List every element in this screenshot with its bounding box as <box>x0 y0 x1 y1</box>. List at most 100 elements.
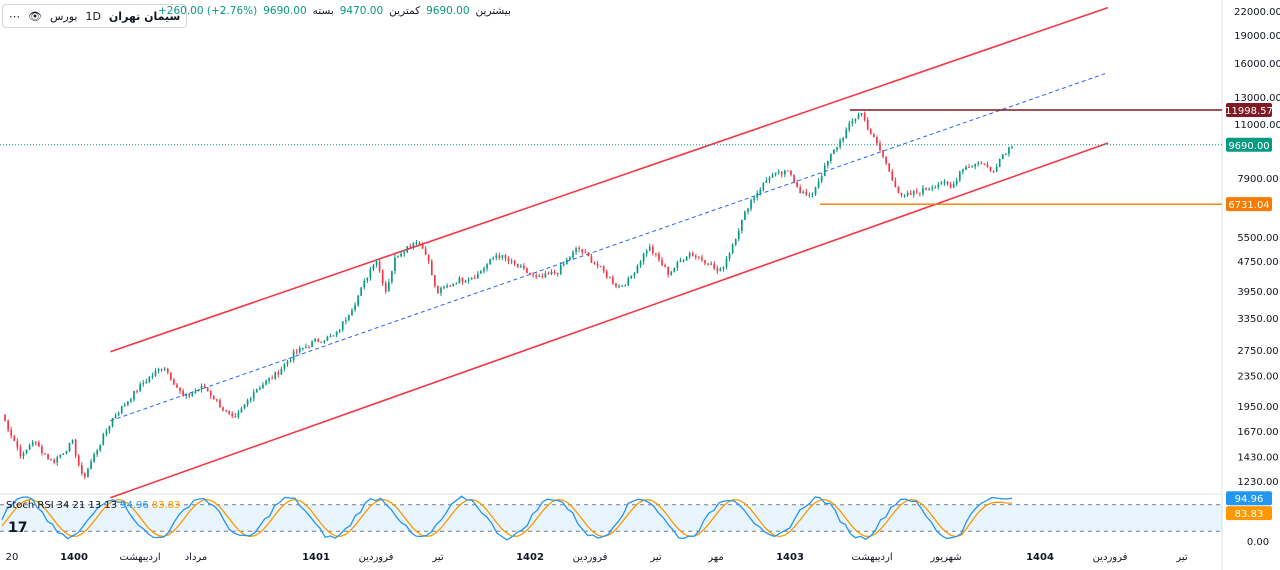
candle-body <box>151 375 154 378</box>
candle-body <box>532 274 534 276</box>
candle-body <box>37 442 40 447</box>
candle-body <box>492 257 495 259</box>
candle-body <box>661 259 663 266</box>
candle-body <box>87 468 89 477</box>
candle-body <box>243 404 246 409</box>
candle-body <box>77 455 80 466</box>
y-tick-label: 16000.00 <box>1234 59 1280 70</box>
candle-body <box>446 285 448 288</box>
y-tick-label: 1430.00 <box>1237 453 1278 464</box>
candle-body <box>787 170 789 172</box>
candle-body <box>71 439 74 443</box>
candle-body <box>578 248 580 250</box>
candle-body <box>424 248 427 255</box>
candle-body <box>154 370 157 376</box>
candle-body <box>486 264 488 269</box>
y-tick-label: 3350.00 <box>1237 314 1278 325</box>
candle-body <box>783 170 786 175</box>
x-tick-label: تیر <box>649 552 662 563</box>
candle-body <box>925 187 927 190</box>
symbol-name[interactable]: سیمان تهران <box>108 9 181 23</box>
y-tick-label: 5500.00 <box>1237 233 1278 244</box>
candle-body <box>476 273 479 279</box>
candle-body <box>351 310 353 316</box>
candle-body <box>550 271 553 275</box>
candle-body <box>673 268 676 272</box>
candle-body <box>483 268 485 272</box>
y-tick-label: 1230.00 <box>1237 477 1278 488</box>
candle-body <box>473 277 476 279</box>
candle-body <box>68 442 71 452</box>
symbol-legend[interactable]: ⋯ 👁 بورس 1D سیمان تهران <box>2 4 188 28</box>
stoch-rsi-legend[interactable]: Stoch RSI 34 21 13 13 94.96 83.83 <box>6 500 180 511</box>
candle-body <box>222 407 224 411</box>
close-value: 9690.00 <box>263 5 307 17</box>
candle-body <box>685 256 688 261</box>
candle-body <box>127 401 129 405</box>
candle-body <box>384 283 387 292</box>
last-price-badge-bg <box>1226 137 1272 152</box>
candle-body <box>160 368 163 370</box>
ohlc-readout: بیشترین 9690.00 کمترین 9470.00 بسته 9690… <box>158 5 511 17</box>
candle-body <box>96 450 99 455</box>
candle-body <box>544 273 547 277</box>
eye-icon[interactable]: 👁 <box>28 9 42 23</box>
candle-body <box>397 256 399 258</box>
candle-body <box>897 187 900 193</box>
candle-body <box>323 340 326 343</box>
candle-body <box>971 166 973 168</box>
candle-body <box>369 269 372 278</box>
candle-body <box>848 123 851 130</box>
candle-body <box>231 413 234 417</box>
candle-body <box>219 400 221 408</box>
candle-body <box>308 346 310 348</box>
candle-body <box>922 187 924 194</box>
candle-body <box>566 259 568 264</box>
interval-label[interactable]: 1D <box>85 9 101 23</box>
candle-body <box>823 165 826 177</box>
candle-body <box>538 276 541 278</box>
x-tick-label: شهریور <box>929 552 961 563</box>
candle-body <box>802 191 805 194</box>
candle-body <box>777 171 780 173</box>
candle-body <box>968 166 970 168</box>
candle-body <box>234 416 237 418</box>
candle-body <box>995 166 998 172</box>
candle-body <box>814 187 817 195</box>
candle-body <box>888 163 891 172</box>
candle-body <box>206 387 209 392</box>
candle-body <box>519 265 522 267</box>
candle-body <box>84 473 86 477</box>
more-dots-icon[interactable]: ⋯ <box>9 9 20 23</box>
candle-body <box>1005 153 1007 155</box>
candle-body <box>559 265 562 274</box>
candle-body <box>854 118 857 122</box>
candle-body <box>885 156 887 164</box>
candle-body <box>41 446 43 454</box>
candle-body <box>716 268 719 272</box>
candle-body <box>381 270 384 284</box>
candle-body <box>259 387 261 390</box>
candle-body <box>965 166 967 170</box>
candle-body <box>836 147 838 150</box>
candle-body <box>16 441 19 448</box>
open-label: بیشترین <box>475 5 511 17</box>
candle-body <box>357 295 359 306</box>
candle-body <box>329 335 332 337</box>
candle-body <box>547 273 550 275</box>
candle-body <box>759 189 762 194</box>
candle-body <box>919 192 921 194</box>
candle-body <box>526 268 528 273</box>
candle-body <box>949 184 952 188</box>
tradingview-logo[interactable]: 17 <box>8 520 28 536</box>
candle-body <box>449 285 452 287</box>
candle-body <box>507 258 510 262</box>
candle-body <box>80 465 83 474</box>
candle-body <box>90 461 92 469</box>
candle-body <box>860 113 863 115</box>
candle-body <box>19 447 22 457</box>
candle-body <box>130 399 132 402</box>
candle-body <box>360 287 363 296</box>
candle-body <box>203 385 206 388</box>
